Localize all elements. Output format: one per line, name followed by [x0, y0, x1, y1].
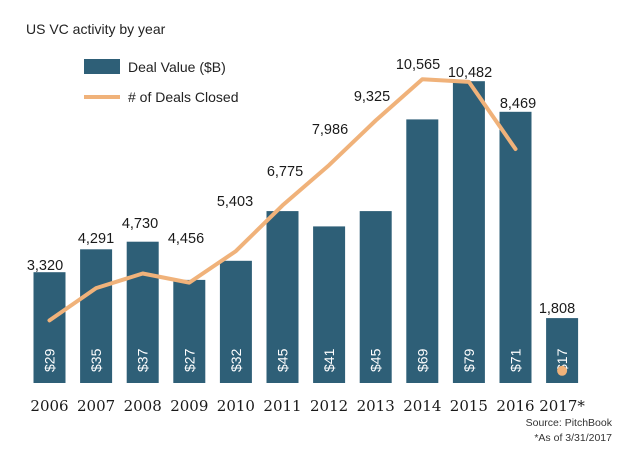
deals-line	[47, 77, 518, 323]
x-tick-label: 2015	[450, 397, 488, 415]
bar-2007	[80, 249, 113, 383]
x-tick-label: 2006	[30, 397, 68, 415]
deal-count-label: 1,808	[539, 301, 575, 317]
x-tick-label: 2016	[496, 397, 534, 415]
deal-count-label: 4,730	[122, 216, 158, 232]
bar-2010	[219, 260, 252, 383]
deals-point-2017	[557, 365, 568, 376]
bar-value-label: $29	[42, 348, 58, 372]
x-tick-label: 2009	[170, 397, 208, 415]
bar-value-label: $69	[414, 348, 430, 372]
bar-2008	[126, 241, 159, 383]
deal-count-label: 6,775	[267, 164, 303, 180]
deal-count-label: 9,325	[354, 89, 390, 105]
x-tick-label: 2013	[357, 397, 395, 415]
bar-value-label: $41	[321, 348, 337, 372]
deals-line-layer	[47, 77, 568, 376]
x-tick-label: 2011	[263, 397, 301, 415]
bar-value-label: $45	[368, 348, 384, 372]
legend-bar-label: Deal Value ($B)	[128, 59, 226, 75]
deal-count-label: 5,403	[217, 194, 253, 210]
legend-line-label: # of Deals Closed	[128, 89, 239, 105]
chart-title: US VC activity by year	[26, 21, 166, 37]
deal-count-label: 4,291	[78, 231, 114, 247]
bar-2011	[266, 211, 299, 383]
bar-value-label: $79	[461, 348, 477, 372]
x-tick-label: 2010	[217, 397, 255, 415]
bar-2009	[173, 279, 206, 383]
bar-2016	[499, 111, 532, 384]
deal-count-label: 10,482	[448, 65, 492, 81]
source-note: Source: PitchBook	[526, 417, 613, 429]
legend-bar-swatch	[84, 59, 120, 74]
x-tick-label: 2007	[77, 397, 115, 415]
bar-value-labels: $29 $35 $37 $27 $32 $45 $41 $45 $69 $79 $71 $17	[42, 348, 571, 372]
bar-value-label: $35	[88, 348, 104, 372]
bar-2015	[452, 81, 485, 383]
bar-value-label: $32	[228, 348, 244, 372]
bar-value-label: $37	[135, 348, 151, 372]
deal-count-labels: 3,320 4,291 4,730 4,456 5,403 6,775 7,986 9,325…	[27, 57, 575, 317]
deal-count-label: 3,320	[27, 258, 63, 274]
bar-value-label: $45	[275, 348, 291, 372]
bar-2013	[359, 211, 392, 383]
deal-count-label: 4,456	[168, 231, 204, 247]
bar-2012	[313, 226, 346, 383]
legend: Deal Value ($B) # of Deals Closed	[84, 59, 239, 105]
bar-value-label: $71	[508, 348, 524, 372]
bar-value-label: $17	[554, 348, 570, 372]
x-tick-label: 2008	[124, 397, 162, 415]
x-axis-ticks: 2006 2007 2008 2009 2010 2011 2012 2013 2014 2015…	[30, 397, 585, 415]
deal-count-label: 10,565	[396, 57, 440, 73]
asof-note: *As of 3/31/2017	[534, 432, 612, 444]
deal-count-label: 7,986	[312, 122, 348, 138]
bar-2006	[33, 272, 66, 383]
x-tick-label: 2012	[310, 397, 348, 415]
x-tick-label: 2017*	[539, 397, 585, 415]
deal-count-label: 8,469	[500, 96, 536, 112]
bar-value-label: $27	[181, 348, 197, 372]
bar-2014	[406, 119, 439, 384]
bars	[33, 81, 579, 384]
x-tick-label: 2014	[403, 397, 441, 415]
